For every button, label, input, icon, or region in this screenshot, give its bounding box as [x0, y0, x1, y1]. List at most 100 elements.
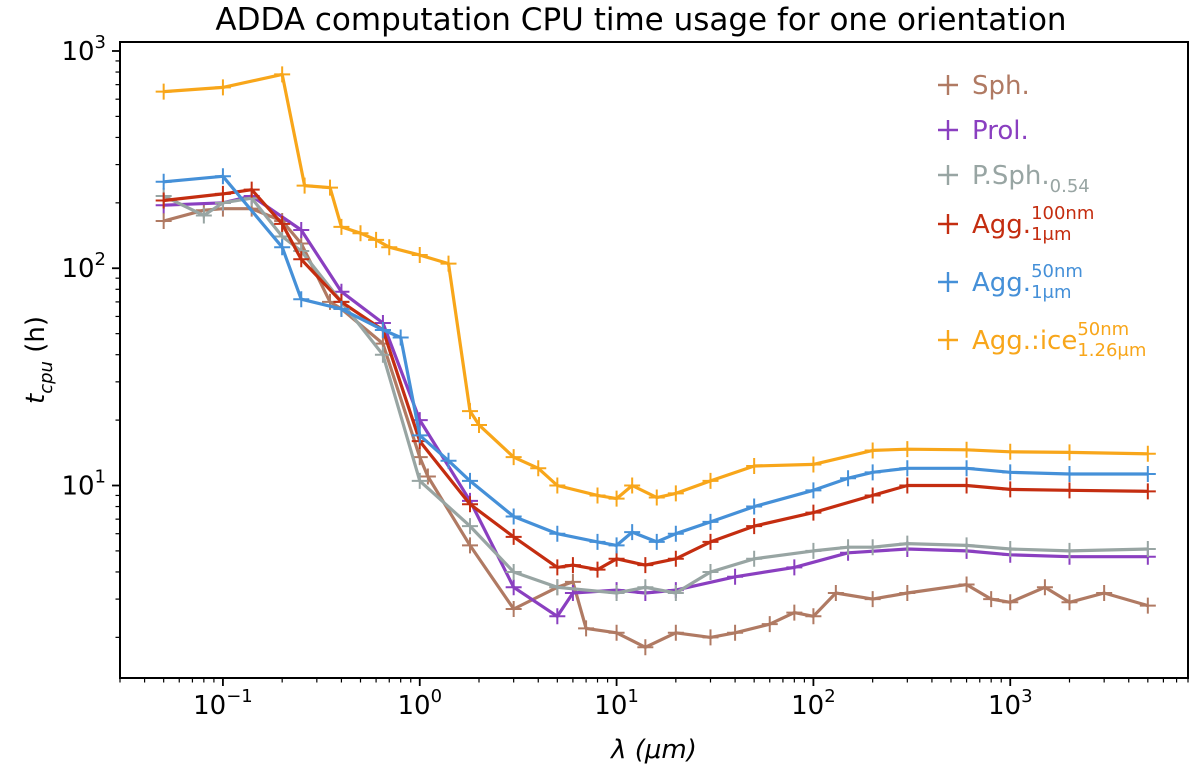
data-point-marker — [392, 329, 409, 346]
data-point-marker — [746, 550, 763, 567]
legend-label-superscript: 50nm — [1077, 319, 1129, 340]
data-point-marker — [214, 168, 231, 185]
data-point-marker — [471, 416, 488, 433]
data-point-marker — [1061, 594, 1078, 611]
data-point-marker — [864, 487, 881, 504]
data-point-marker — [293, 251, 310, 268]
data-point-marker — [505, 563, 522, 580]
data-point-marker — [608, 537, 625, 554]
data-point-marker — [505, 601, 522, 618]
data-point-marker — [667, 624, 684, 641]
data-point-marker — [786, 559, 803, 576]
data-point-marker — [608, 490, 625, 507]
series-group — [155, 188, 1156, 602]
data-point-marker — [195, 207, 212, 224]
data-point-marker — [805, 542, 822, 559]
data-point-marker — [983, 591, 1000, 608]
data-point-marker — [786, 604, 803, 621]
data-point-marker — [1002, 594, 1019, 611]
legend-label: Agg.:ice50nm 1.26μm — [972, 319, 1146, 361]
legend-label: Agg.50nm 1μm — [972, 261, 1083, 303]
data-point-marker — [667, 525, 684, 542]
data-point-marker — [1002, 443, 1019, 460]
legend-label: Prol. — [972, 116, 1029, 146]
data-point-marker — [899, 460, 916, 477]
data-point-marker — [864, 442, 881, 459]
data-point-marker — [505, 579, 522, 596]
data-point-marker — [549, 477, 566, 494]
data-point-marker — [1139, 483, 1156, 500]
data-point-marker — [1002, 464, 1019, 481]
data-point-marker — [840, 470, 857, 487]
data-point-marker — [608, 585, 625, 602]
legend-label-name: Agg. — [972, 210, 1031, 240]
data-point-marker — [461, 472, 478, 489]
data-point-marker — [243, 181, 260, 198]
data-point-marker — [1036, 579, 1053, 596]
data-point-marker — [958, 477, 975, 494]
data-point-marker — [958, 441, 975, 458]
x-tick-label-exponent: 2 — [824, 686, 835, 707]
series-group — [155, 181, 1156, 578]
data-point-marker — [1061, 542, 1078, 559]
data-point-marker — [589, 561, 606, 578]
x-tick-label-base: 10 — [791, 691, 824, 721]
legend-label-subscript: 1μm — [1031, 282, 1071, 303]
y-tick-label: 103 — [61, 32, 106, 67]
data-point-marker — [274, 66, 291, 83]
data-point-marker — [727, 568, 744, 585]
data-point-marker — [564, 557, 581, 574]
data-point-marker — [746, 518, 763, 535]
legend-label-name: Agg. — [972, 268, 1031, 298]
legend-label: P.Sph.0.54 — [972, 161, 1090, 197]
series-group — [155, 66, 1156, 507]
data-point-marker — [461, 403, 478, 420]
data-point-marker — [589, 533, 606, 550]
data-point-marker — [461, 496, 478, 513]
data-point-marker — [1061, 465, 1078, 482]
y-tick-label: 101 — [61, 467, 106, 502]
data-point-marker — [1139, 445, 1156, 462]
data-point-marker — [840, 539, 857, 556]
data-point-marker — [648, 489, 665, 506]
y-axis-label-subscript: cpu — [36, 361, 57, 394]
data-point-marker — [702, 629, 719, 646]
y-tick-label-exponent: 1 — [95, 467, 106, 488]
data-point-marker — [702, 533, 719, 550]
x-tick-label-base: 10 — [397, 691, 430, 721]
data-point-marker — [761, 616, 778, 633]
legend-label-name: Agg.:ice — [972, 326, 1077, 356]
data-point-marker — [637, 557, 654, 574]
x-tick-label: 100 — [397, 686, 442, 721]
data-point-marker — [155, 212, 172, 229]
data-point-marker — [667, 550, 684, 567]
series-line — [163, 194, 1148, 618]
data-point-marker — [381, 239, 398, 256]
data-point-marker — [1002, 481, 1019, 498]
legend-label-superscript: 50nm — [1031, 261, 1083, 282]
x-tick-label-exponent: 3 — [1021, 686, 1032, 707]
y-axis-label: tcpu (h) — [21, 316, 57, 404]
y-tick-label-base: 10 — [61, 37, 94, 67]
legend-label-subscript: 1μm — [1031, 224, 1071, 245]
data-point-marker — [374, 321, 391, 338]
x-axis-label: λ (μm) — [609, 735, 697, 765]
data-point-marker — [411, 427, 428, 444]
data-point-marker — [411, 247, 428, 264]
data-point-marker — [214, 79, 231, 96]
data-point-marker — [702, 472, 719, 489]
x-tick-label-exponent: 1 — [627, 686, 638, 707]
data-point-marker — [864, 591, 881, 608]
data-point-marker — [440, 452, 457, 469]
legend-label-name: Sph. — [972, 71, 1030, 101]
data-point-marker — [440, 255, 457, 272]
legend-label-name: Prol. — [972, 116, 1029, 146]
data-point-marker — [530, 460, 547, 477]
data-point-marker — [805, 482, 822, 499]
y-tick-label-base: 10 — [61, 254, 94, 284]
legend-marker — [938, 330, 958, 350]
plot-area — [119, 41, 1189, 679]
data-point-marker — [702, 513, 719, 530]
data-point-marker — [899, 535, 916, 552]
